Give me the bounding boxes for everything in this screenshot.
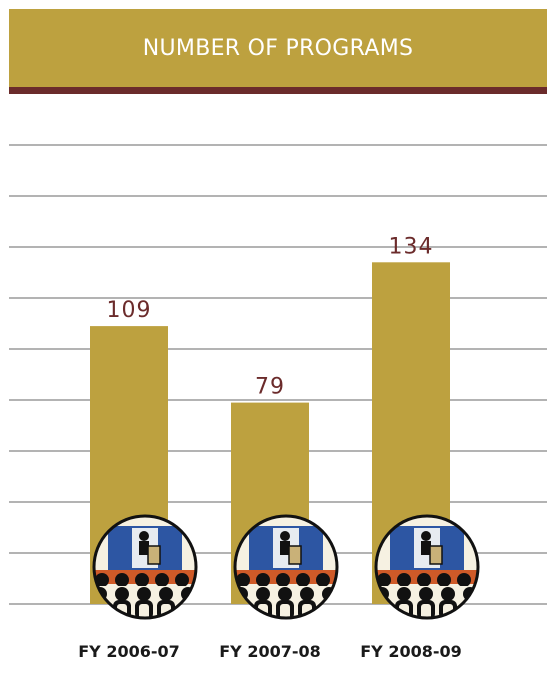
chart-title: NUMBER OF PROGRAMS bbox=[142, 35, 414, 61]
audience-speaker-icon bbox=[374, 514, 480, 620]
audience-speaker-icon bbox=[92, 514, 198, 620]
title-banner bbox=[9, 9, 547, 87]
category-label: FY 2006-07 bbox=[78, 642, 180, 661]
banner-rule bbox=[9, 87, 547, 94]
category-label: FY 2007-08 bbox=[219, 642, 321, 661]
data-label: 109 bbox=[107, 298, 152, 323]
data-label: 134 bbox=[389, 234, 434, 259]
category-label: FY 2008-09 bbox=[360, 642, 462, 661]
data-label: 79 bbox=[255, 375, 285, 400]
